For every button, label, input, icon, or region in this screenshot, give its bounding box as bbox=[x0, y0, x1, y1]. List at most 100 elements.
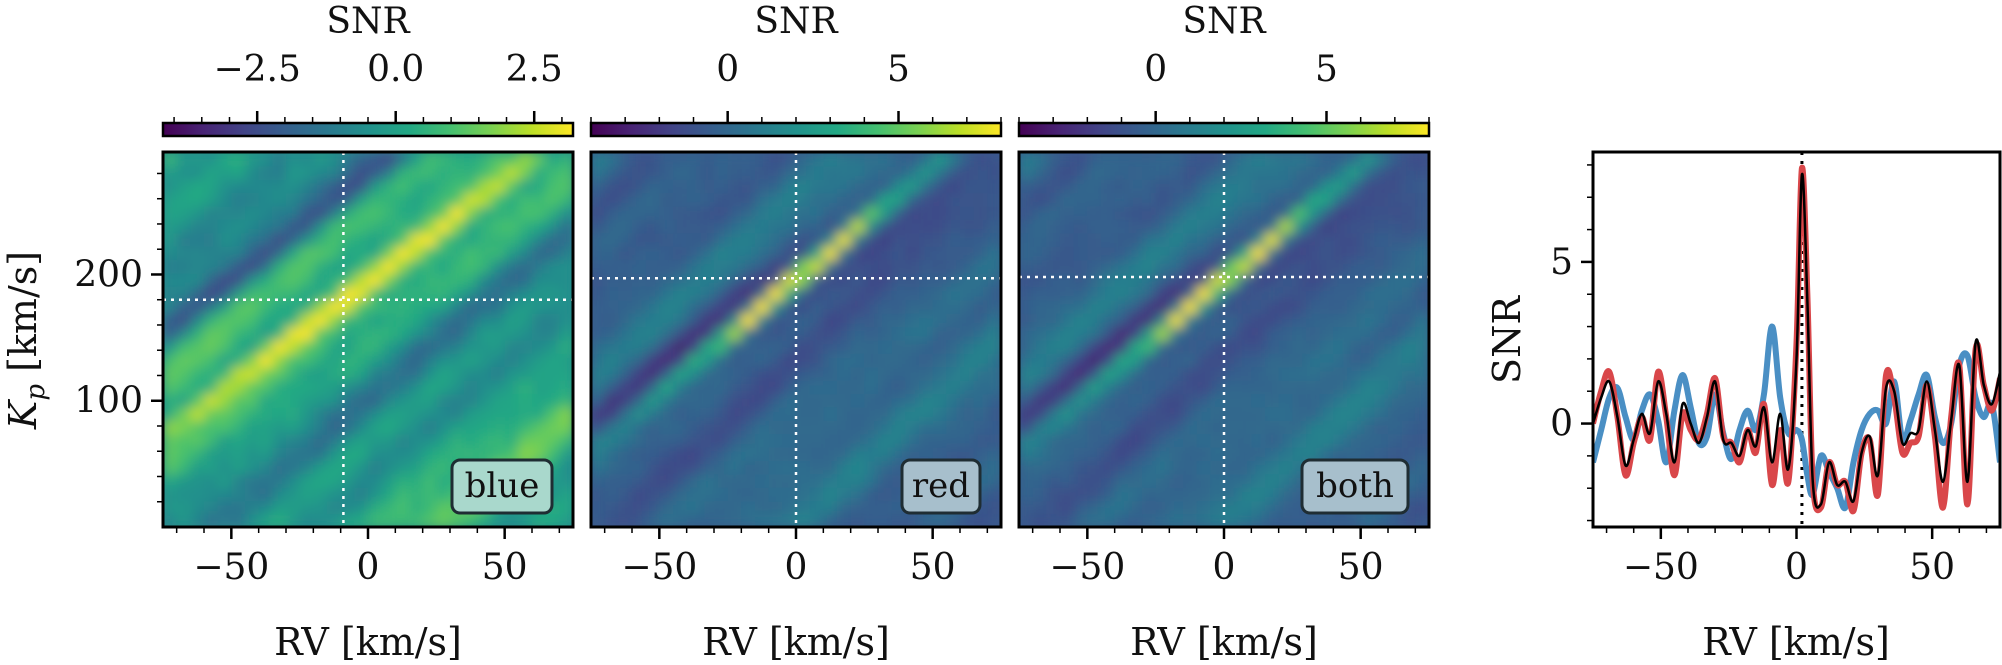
heatmap-cell bbox=[1073, 245, 1089, 261]
heatmap-cell bbox=[286, 379, 301, 395]
heatmap-cell bbox=[946, 152, 961, 167]
heatmap-cell bbox=[313, 205, 328, 220]
heatmap-cell bbox=[1019, 218, 1034, 234]
heatmap-cell bbox=[1032, 272, 1048, 287]
heatmap-cell bbox=[354, 312, 369, 328]
heatmap-cell bbox=[491, 152, 506, 167]
heatmap-cell bbox=[204, 339, 219, 354]
heatmap-cell bbox=[905, 433, 920, 448]
heatmap-cell bbox=[946, 419, 961, 435]
heatmap-cell bbox=[1101, 500, 1116, 515]
heatmap-cell bbox=[1292, 366, 1307, 381]
heatmap-cell bbox=[327, 379, 342, 395]
heatmap-cell bbox=[632, 419, 647, 435]
heatmap-cell bbox=[286, 285, 301, 301]
heatmap-cell bbox=[504, 446, 520, 462]
heatmap-cell bbox=[1224, 152, 1239, 167]
heatmap-cell bbox=[1401, 352, 1417, 368]
heatmap-cell bbox=[946, 393, 961, 408]
heatmap-cell bbox=[463, 419, 479, 435]
heatmap-cell bbox=[659, 232, 674, 247]
heatmap-cell bbox=[1046, 192, 1061, 207]
heatmap-cell bbox=[1060, 486, 1075, 502]
heatmap-cell bbox=[727, 245, 743, 261]
heatmap-cell bbox=[477, 393, 492, 408]
heatmap-cell bbox=[532, 245, 547, 261]
heatmap-cell bbox=[176, 339, 192, 354]
heatmap-cell bbox=[450, 259, 465, 274]
heatmap-cell bbox=[755, 272, 770, 287]
heatmap-cell bbox=[176, 446, 192, 462]
heatmap-cell bbox=[559, 178, 573, 194]
heatmap-cell bbox=[176, 218, 192, 234]
heatmap-cell bbox=[1306, 232, 1321, 247]
heatmap-cell bbox=[409, 446, 424, 462]
heatmap-cell bbox=[755, 486, 770, 502]
heatmap-cell bbox=[491, 326, 506, 341]
heatmap-cell bbox=[518, 259, 533, 274]
heatmap-cell bbox=[919, 165, 934, 180]
heatmap-cell bbox=[1101, 218, 1116, 234]
heatmap-cell bbox=[313, 500, 328, 515]
heatmap-image-both bbox=[1019, 152, 1429, 527]
heatmap-cell bbox=[368, 312, 383, 328]
heatmap-cell bbox=[559, 446, 573, 462]
y-axis-label: Kp [km/s] bbox=[1, 251, 51, 430]
heatmap-cell bbox=[1415, 152, 1429, 167]
heatmap-cell bbox=[354, 352, 369, 368]
heatmap-cell bbox=[299, 486, 315, 502]
heatmap-cell bbox=[809, 473, 825, 488]
heatmap-cell bbox=[1388, 299, 1403, 314]
heatmap-cell bbox=[1169, 500, 1184, 515]
heatmap-cell bbox=[1060, 205, 1075, 220]
heatmap-cell bbox=[1415, 178, 1429, 194]
heatmap-cell bbox=[231, 152, 246, 167]
heatmap-cell bbox=[1251, 312, 1266, 328]
heatmap-cell bbox=[245, 299, 260, 314]
heatmap-cell bbox=[1196, 232, 1212, 247]
heatmap-cell bbox=[837, 433, 852, 448]
heatmap-cell bbox=[1087, 178, 1102, 194]
heatmap-cell bbox=[946, 192, 961, 207]
heatmap-cell bbox=[727, 192, 743, 207]
heatmap-cell bbox=[217, 165, 233, 180]
heatmap-cell bbox=[1374, 352, 1389, 368]
heatmap-cell bbox=[604, 272, 620, 287]
heatmap-cell bbox=[1032, 486, 1048, 502]
heatmap-cell bbox=[204, 165, 219, 180]
heatmap-cell bbox=[932, 419, 948, 435]
heatmap-cell bbox=[1278, 232, 1294, 247]
heatmap-cell bbox=[450, 513, 465, 527]
heatmap-cell bbox=[1155, 446, 1171, 462]
heatmap-cell bbox=[231, 379, 246, 395]
heatmap-cell bbox=[1210, 352, 1225, 368]
heatmap-cell bbox=[1265, 218, 1280, 234]
colorbar-blue: SNR −2.5 0.0 2.5 bbox=[161, 1, 575, 138]
heatmap-cell bbox=[973, 165, 989, 180]
heatmap-cell bbox=[837, 326, 852, 341]
heatmap-cell bbox=[1183, 352, 1198, 368]
heatmap-cell bbox=[673, 218, 688, 234]
heatmap-cell bbox=[1374, 259, 1389, 274]
heatmap-cell bbox=[1360, 218, 1376, 234]
heatmap-cell bbox=[850, 433, 866, 448]
colorbar-tick-label: 5 bbox=[887, 49, 910, 90]
heatmap-cell bbox=[368, 393, 383, 408]
heatmap-cell bbox=[204, 379, 219, 395]
heatmap-cell bbox=[1306, 245, 1321, 261]
heatmap-cell bbox=[727, 326, 743, 341]
heatmap-cell bbox=[204, 178, 219, 194]
heatmap-cell bbox=[1087, 285, 1102, 301]
heatmap-cell bbox=[755, 473, 770, 488]
heatmap-cell bbox=[1401, 513, 1417, 527]
heatmap-cell bbox=[1060, 218, 1075, 234]
heatmap-cell bbox=[878, 232, 893, 247]
heatmap-cell bbox=[313, 393, 328, 408]
heatmap-cell bbox=[864, 406, 879, 421]
heatmap-cell bbox=[686, 419, 702, 435]
heatmap-cell bbox=[987, 245, 1001, 261]
heatmap-cell bbox=[491, 232, 506, 247]
heatmap-cell bbox=[1360, 366, 1376, 381]
heatmap-cell bbox=[755, 259, 770, 274]
heatmap-cell bbox=[477, 218, 492, 234]
